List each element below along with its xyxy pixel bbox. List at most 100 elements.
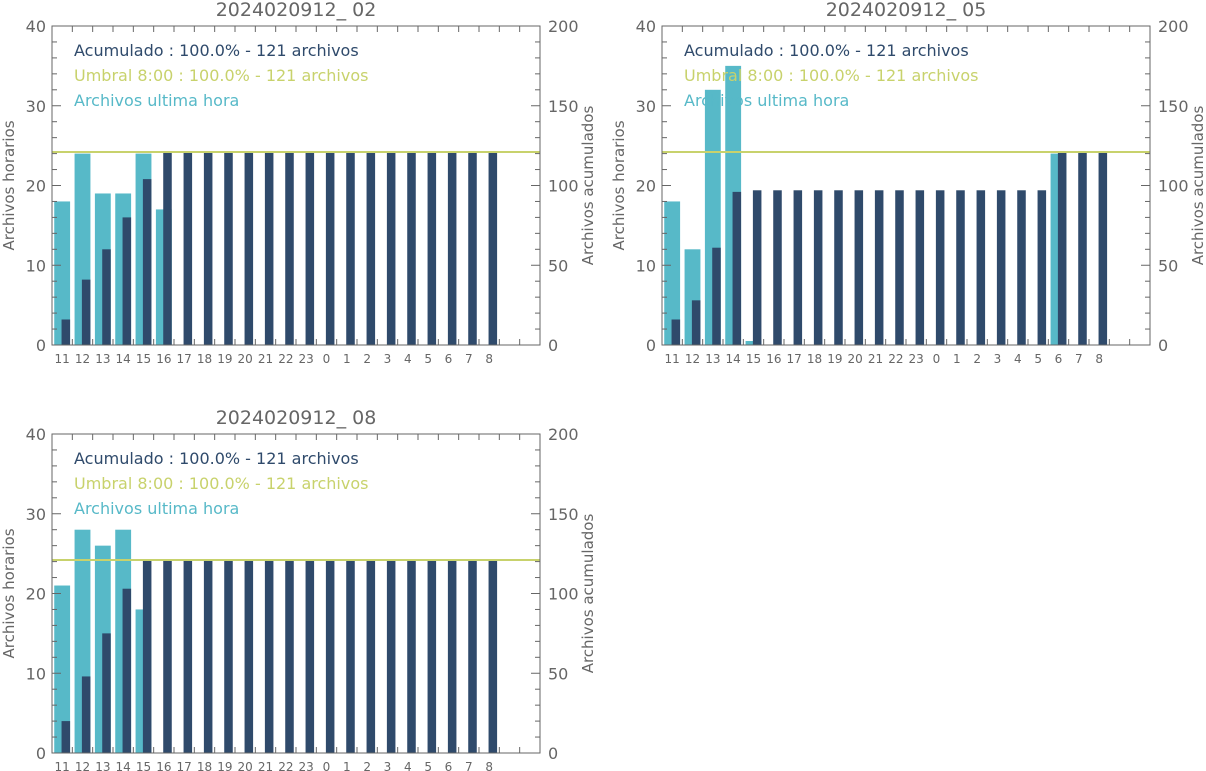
accumulated-bar	[122, 588, 132, 753]
y2-tick-label: 150	[1158, 97, 1189, 116]
y-tick-label: 10	[26, 664, 46, 683]
x-tick-label: 15	[136, 760, 151, 771]
accumulated-bar	[183, 152, 193, 345]
y2-tick-label: 100	[548, 585, 579, 604]
x-tick-label: 18	[197, 352, 212, 366]
x-tick-label: 4	[404, 352, 412, 366]
x-tick-label: 0	[323, 352, 331, 366]
accumulated-bar	[468, 560, 477, 753]
x-tick-label: 19	[827, 352, 842, 366]
accumulated-bar	[793, 190, 803, 345]
accumulated-bar	[1037, 190, 1047, 345]
legend-entry: Acumulado : 100.0% - 121 archivos	[684, 41, 969, 60]
accumulated-bar	[264, 152, 274, 345]
accumulated-bar	[244, 152, 254, 345]
y-tick-label: 40	[26, 425, 46, 444]
accumulated-bar	[122, 217, 132, 345]
y2-tick-label: 50	[548, 256, 568, 275]
x-tick-label: 6	[1055, 352, 1063, 366]
x-tick-label: 21	[868, 352, 883, 366]
accumulated-bar	[1017, 190, 1026, 345]
accumulated-bar	[305, 152, 315, 345]
x-tick-label: 20	[238, 760, 253, 771]
accumulated-bar	[142, 179, 152, 345]
bars-group	[54, 152, 498, 345]
accumulated-bar	[874, 190, 884, 345]
chart-title: 2024020912_ 02	[216, 0, 377, 21]
accumulated-bar	[895, 190, 904, 345]
hourly-bar	[664, 201, 681, 345]
accumulated-bar	[61, 721, 71, 753]
x-tick-label: 1	[343, 760, 351, 771]
x-tick-label: 13	[705, 352, 720, 366]
accumulated-bar	[691, 300, 701, 345]
accumulated-bar	[366, 560, 376, 753]
accumulated-bar	[61, 319, 71, 345]
x-tick-label: 1	[343, 352, 351, 366]
x-tick-label: 7	[465, 352, 473, 366]
y2-axis-title: Archivos acumulados	[579, 514, 597, 674]
accumulated-bar	[285, 560, 294, 753]
y-axis-title: Archivos horarios	[0, 120, 18, 250]
x-tick-label: 11	[55, 352, 70, 366]
accumulated-bar	[773, 190, 782, 345]
x-tick-label: 12	[75, 760, 90, 771]
x-tick-label: 13	[95, 352, 110, 366]
accumulated-bar	[996, 190, 1006, 345]
y2-tick-label: 0	[548, 744, 558, 763]
x-tick-label: 16	[156, 760, 171, 771]
axis-ticks	[51, 25, 541, 346]
x-tick-label: 11	[55, 760, 70, 771]
legend-entry: Archivos ultima hora	[74, 499, 239, 518]
x-tick-label: 12	[685, 352, 700, 366]
accumulated-bar	[732, 191, 742, 345]
accumulated-bar	[163, 560, 172, 753]
legend-entry: Archivos ultima hora	[684, 91, 849, 110]
y2-tick-label: 0	[548, 336, 558, 355]
x-tick-label: 14	[116, 352, 131, 366]
x-tick-label: 8	[1095, 352, 1103, 366]
accumulated-bar	[203, 560, 213, 753]
y2-tick-label: 100	[1158, 177, 1189, 196]
accumulated-bar	[142, 560, 152, 753]
x-tick-label: 3	[994, 352, 1002, 366]
x-tick-label: 0	[323, 760, 331, 771]
x-tick-label: 2	[973, 352, 981, 366]
accumulated-bar	[488, 152, 498, 345]
x-tick-label: 17	[787, 352, 802, 366]
x-tick-label: 13	[95, 760, 110, 771]
hourly-bar	[54, 201, 71, 345]
accumulated-bar	[102, 633, 111, 753]
x-tick-label: 17	[177, 352, 192, 366]
y2-tick-label: 200	[1158, 17, 1189, 36]
x-tick-label: 1	[953, 352, 961, 366]
accumulated-bar	[834, 190, 843, 345]
accumulated-bar	[427, 560, 437, 753]
accumulated-bar	[81, 676, 91, 753]
x-tick-label: 20	[848, 352, 863, 366]
accumulated-bar	[325, 560, 335, 753]
x-tick-label: 4	[404, 760, 412, 771]
x-tick-label: 16	[766, 352, 781, 366]
x-tick-label: 21	[258, 352, 273, 366]
y2-tick-label: 50	[548, 664, 568, 683]
x-tick-label: 14	[726, 352, 741, 366]
axis-ticks	[661, 25, 1151, 346]
x-tick-label: 2	[363, 352, 371, 366]
x-tick-label: 3	[384, 352, 392, 366]
accumulated-bar	[488, 560, 498, 753]
y-tick-label: 20	[26, 585, 46, 604]
y-tick-label: 0	[36, 744, 46, 763]
x-tick-label: 15	[746, 352, 761, 366]
y2-axis-title: Archivos acumulados	[579, 106, 597, 266]
accumulated-bar	[183, 560, 193, 753]
y-tick-label: 40	[26, 17, 46, 36]
x-tick-label: 22	[278, 352, 293, 366]
accumulated-bar	[325, 152, 335, 345]
x-tick-label: 20	[238, 352, 253, 366]
legend-entry: Archivos ultima hora	[74, 91, 239, 110]
accumulated-bar	[447, 152, 457, 345]
